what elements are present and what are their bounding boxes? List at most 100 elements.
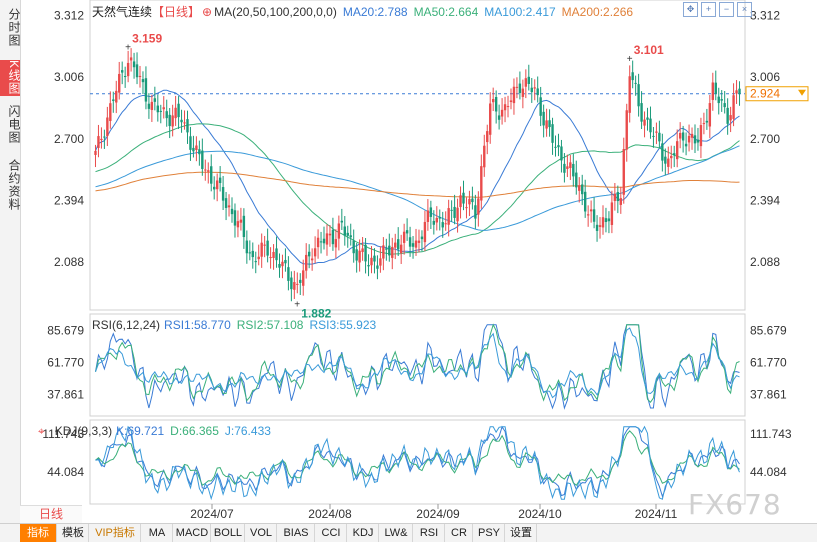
period-tag[interactable]: 【日线】 <box>152 5 201 19</box>
indicator-tab-3[interactable]: VIP指标 <box>90 524 141 542</box>
candle-body <box>699 125 703 147</box>
candle-body <box>670 155 673 159</box>
candle-body <box>658 132 661 142</box>
candle-body <box>269 257 272 259</box>
rsi-tick-right-1: 85.679 <box>750 324 787 338</box>
candle-body <box>429 207 433 217</box>
candle-body <box>640 103 643 122</box>
candle-body <box>305 254 308 271</box>
indicator-tab-15[interactable]: 设置 <box>506 524 537 542</box>
candle-body <box>189 136 192 150</box>
candle-body <box>420 236 424 240</box>
candle-body <box>554 146 557 148</box>
candle-body <box>248 252 252 254</box>
indicator-tab-6[interactable]: BOLL <box>212 524 245 542</box>
zoom-in-icon[interactable]: + <box>701 2 716 17</box>
indicator-tab-13[interactable]: CR <box>446 524 473 542</box>
candle-body <box>141 79 145 83</box>
candle-body <box>693 135 697 144</box>
candle-body <box>601 217 605 228</box>
ma-indicator-label: MA(20,50,100,200,0,0) <box>214 5 337 19</box>
x-label-1: 2024/07 <box>190 507 234 521</box>
ma20-line <box>95 89 740 265</box>
candle-body <box>572 163 575 177</box>
candle-body <box>616 192 620 202</box>
indicator-tab-1[interactable]: 指标 <box>20 524 57 542</box>
candle-body <box>432 220 436 225</box>
candle-body <box>174 107 177 119</box>
left-tab-4[interactable]: 合约资料 <box>7 159 21 211</box>
rsi-tick-left-1: 85.679 <box>47 324 84 338</box>
ma100-line <box>95 145 740 231</box>
candle-body <box>290 277 293 290</box>
ma50-value: MA50:2.664 <box>413 5 479 19</box>
candle-body <box>634 82 637 84</box>
indicator-tab-8[interactable]: BIAS <box>278 524 315 542</box>
left-tab-1[interactable]: 分时图 <box>7 7 21 47</box>
kdj-label: KDJ(9,3,3) <box>54 424 113 438</box>
kdj-tick-left-1: 111.743 <box>42 427 84 441</box>
indicator-tab-2[interactable]: 模板 <box>58 524 89 542</box>
ma200-line <box>95 171 740 198</box>
close-icon[interactable]: × <box>737 2 752 17</box>
rsi2-line <box>95 323 740 403</box>
candle-body <box>569 162 572 169</box>
move-icon[interactable]: ✥ <box>683 2 698 17</box>
indicator-tab-5[interactable]: MACD <box>174 524 211 542</box>
indicator-tab-11[interactable]: LW& <box>380 524 413 542</box>
main-legend: 天然气连续【日线】 ⊕ MA(20,50,100,200,0,0) MA20:2.78… <box>92 3 639 20</box>
rsi-label: RSI(6,12,24) <box>92 318 161 332</box>
candle-body <box>729 115 732 121</box>
candle-body <box>212 186 216 190</box>
indicator-tab-14[interactable]: PSY <box>474 524 505 542</box>
chart-canvas[interactable]: 3.312 3.312 3.006 3.006 2.700 2.700 2.394 2.394… <box>0 0 817 523</box>
candle-body <box>726 107 729 124</box>
ma100-value: MA100:2.417 <box>484 5 556 19</box>
candle-body <box>533 87 536 89</box>
indicator-tab-9[interactable]: CCI <box>316 524 347 542</box>
candle-body <box>337 223 341 239</box>
candle-body <box>201 150 204 169</box>
candle-body <box>239 219 243 223</box>
candle-body <box>474 205 477 219</box>
left-tab-3[interactable]: 闪电图 <box>7 104 21 144</box>
rsi-tick-right-3: 37.861 <box>750 388 787 402</box>
candle-body <box>575 172 578 188</box>
zoom-out-icon[interactable]: − <box>719 2 734 17</box>
candle-body <box>610 202 614 225</box>
candle-body <box>613 193 617 201</box>
candle-body <box>423 221 427 243</box>
candle-body <box>355 249 358 261</box>
rsi1-value: RSI1:58.770 <box>164 318 231 332</box>
candle-body <box>625 110 628 150</box>
candle-body <box>299 279 302 283</box>
indicator-tab-12[interactable]: RSI <box>414 524 445 542</box>
candle-body <box>673 153 676 156</box>
candle-body <box>441 222 444 228</box>
indicator-tab-7[interactable]: VOL <box>246 524 277 542</box>
add-indicator-icon[interactable]: ⊕ <box>202 5 213 19</box>
candle-body <box>322 238 326 244</box>
extreme-label-2: 3.101 <box>634 43 664 57</box>
candle-body <box>103 136 106 138</box>
candle-body <box>459 195 462 208</box>
candle-body <box>604 218 608 223</box>
candle-body <box>94 150 97 155</box>
candle-body <box>207 170 210 172</box>
candle-body <box>598 225 602 227</box>
indicator-tab-10[interactable]: KDJ <box>348 524 379 542</box>
candle-body <box>144 78 148 102</box>
period-label[interactable]: 日线 <box>20 505 82 523</box>
left-tab-2[interactable]: K线图 <box>0 60 21 96</box>
candle-body <box>527 76 530 84</box>
candle-body <box>316 237 320 248</box>
kdj-settings-icon[interactable]: ⌖ <box>38 424 45 438</box>
candle-body <box>649 118 652 133</box>
indicator-tab-4[interactable]: MA <box>142 524 173 542</box>
candle-body <box>364 244 367 262</box>
candle-body <box>388 245 391 256</box>
candle-body <box>551 124 554 143</box>
candle-body <box>714 82 717 94</box>
kdj-tick-right-1: 111.743 <box>750 427 792 441</box>
kdj-tick-right-2: 44.084 <box>750 465 787 479</box>
